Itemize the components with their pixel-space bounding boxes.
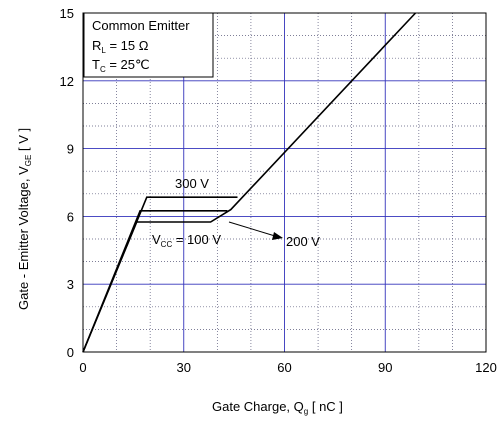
annotation-200v-arrow-line [228,221,276,237]
y-tick-label: 0 [67,345,74,360]
grid [83,13,486,352]
conditions-line-1: Common Emitter [92,18,190,33]
x-tick-label: 90 [378,360,392,375]
y-axis-title: Gate - Emitter Voltage, VGE [ V ] [16,128,33,310]
y-tick-label: 6 [67,209,74,224]
series-lines [82,12,417,353]
x-tick-label: 30 [177,360,191,375]
y-tick-label: 9 [67,142,74,157]
x-tick-label: 0 [79,360,86,375]
annotation-200v-arrowhead [272,232,283,240]
series-line-300v [82,196,238,353]
x-axis-title: Gate Charge, Qg [ nC ] [212,399,343,416]
conditions-line-3: TC = 25℃ [92,57,150,74]
y-tick-label: 15 [60,6,74,21]
conditions-box: Common Emitter RL = 15 Ω TC = 25℃ [83,12,214,78]
plot-frame [82,12,487,353]
y-tick-label: 3 [67,277,74,292]
annotation-vcc-100v: VCC = 100 V [152,232,221,249]
annotation-300v: 300 V [175,176,209,191]
conditions-box-frame [83,12,214,78]
x-tick-label: 60 [277,360,291,375]
tick-labels: 0 30 60 90 120 0 3 6 9 12 15 [60,6,497,375]
annotation-200v: 200 V [286,234,320,249]
conditions-line-2: RL = 15 Ω [92,38,149,55]
x-tick-label: 120 [475,360,497,375]
y-tick-label: 12 [60,74,74,89]
